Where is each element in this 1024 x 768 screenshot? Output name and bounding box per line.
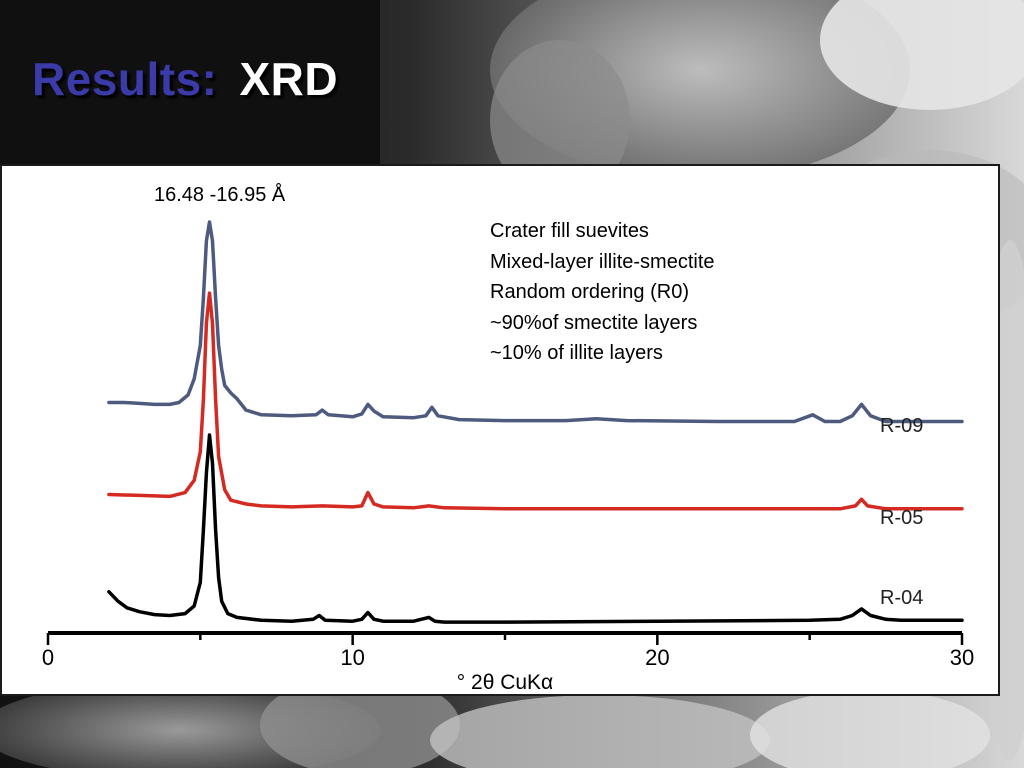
series-label-r-05: R-05: [880, 507, 923, 529]
series-line-r-09: [107, 220, 964, 424]
xrd-chart: R-09 R-05 R-04 0 10 20 30 ° 2θ CuKα: [42, 220, 974, 694]
x-tick-label: 30: [950, 645, 974, 670]
series-line-r-04: [107, 433, 964, 624]
description-line: ~90%of smectite layers: [490, 311, 698, 334]
description-block: Crater fill suevites Mixed-layer illite-…: [490, 216, 715, 369]
x-tick-label: 0: [42, 645, 54, 670]
x-axis-label: ° 2θ CuKα: [457, 671, 553, 694]
series-label-r-04: R-04: [880, 587, 923, 609]
description-line: Mixed-layer illite-smectite: [490, 250, 715, 273]
slide-title-sub: XRD: [239, 53, 339, 105]
series-line-r-05: [107, 291, 964, 511]
slide-title: Results: XRD: [32, 52, 338, 106]
x-tick-label: 20: [645, 645, 669, 670]
x-tick-label: 10: [340, 645, 364, 670]
description-line: Crater fill suevites: [490, 220, 649, 242]
description-line: ~10% of illite layers: [490, 342, 663, 364]
slide-title-main: Results:: [32, 53, 218, 105]
chart-panel: R-09 R-05 R-04 0 10 20 30 ° 2θ CuKα 16.48 -16.9…: [0, 164, 1000, 696]
series-label-r-09: R-09: [880, 415, 923, 437]
description-line: Random ordering (R0): [490, 281, 689, 303]
peak-annotation: 16.48 -16.95 Å: [154, 184, 286, 206]
